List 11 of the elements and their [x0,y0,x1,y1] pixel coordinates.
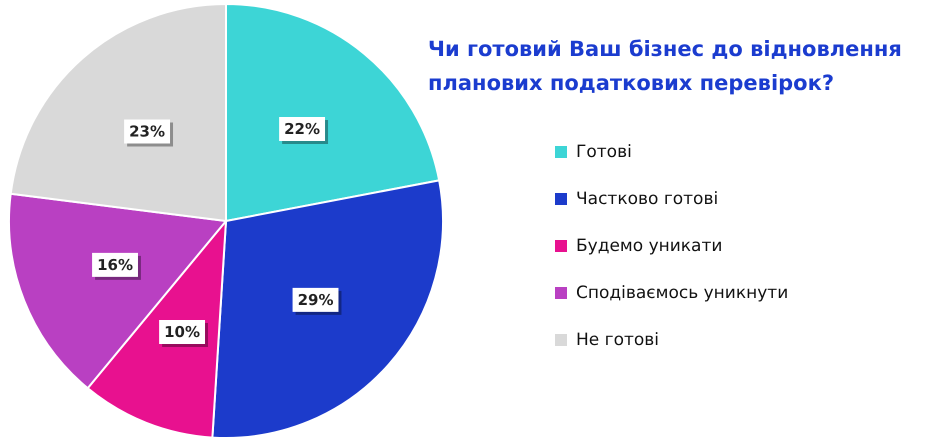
legend-label: Не готові [576,330,660,350]
data-label: 23% [129,122,166,140]
text: Чи готовий Ваш бізнес до відновлення планових податкових перевірок? [428,36,903,97]
legend-label: Будемо уникати [576,236,722,256]
data-label: 10% [164,322,200,341]
legend-label: Сподіваємось уникнути [576,282,788,302]
legend-label: Частково готові [576,188,718,208]
data-label: 16% [97,256,133,274]
data-label: 22% [284,120,320,138]
legend-label: Готові [576,142,632,162]
data-label: 29% [298,290,334,309]
